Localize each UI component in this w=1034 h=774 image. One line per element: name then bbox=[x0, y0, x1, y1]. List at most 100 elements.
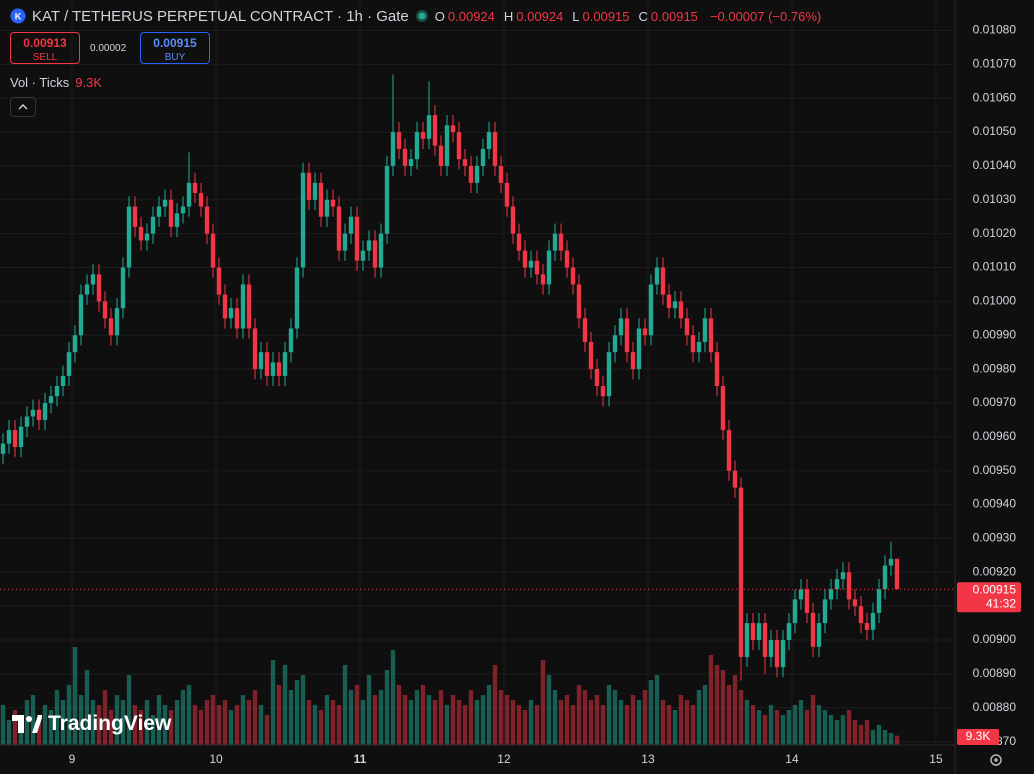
volume-bar bbox=[150, 715, 156, 745]
volume-bar bbox=[804, 710, 810, 745]
candle-body bbox=[522, 250, 528, 268]
y-tick-label: 0.01030 bbox=[973, 192, 1017, 206]
volume-bar bbox=[186, 685, 192, 745]
volume-bar bbox=[738, 690, 744, 745]
volume-bar bbox=[84, 670, 90, 745]
candle-body bbox=[318, 182, 324, 217]
candle-body bbox=[528, 260, 534, 268]
candle-body bbox=[564, 250, 570, 268]
candle-body bbox=[468, 165, 474, 183]
volume-bar bbox=[888, 733, 894, 745]
candle-body bbox=[276, 362, 282, 376]
volume-bar bbox=[516, 705, 522, 745]
settings-icon[interactable] bbox=[990, 754, 1002, 766]
volume-bar bbox=[336, 705, 342, 745]
chevron bbox=[18, 104, 28, 110]
x-tick-label: 9 bbox=[69, 752, 76, 766]
candle-body bbox=[882, 565, 888, 590]
volume-bar bbox=[702, 685, 708, 745]
volume-bar bbox=[348, 690, 354, 745]
volume-bar bbox=[306, 700, 312, 745]
candle-body bbox=[870, 612, 876, 630]
candle-body bbox=[306, 172, 312, 200]
volume-bar bbox=[636, 700, 642, 745]
volume-bar bbox=[606, 685, 612, 745]
candle-body bbox=[120, 267, 126, 309]
candle-body bbox=[774, 640, 780, 668]
candle-body bbox=[108, 318, 114, 336]
volume-bar bbox=[396, 685, 402, 745]
volume-bar bbox=[372, 695, 378, 745]
volume-bar bbox=[510, 700, 516, 745]
volume-bar bbox=[552, 690, 558, 745]
volume-bar bbox=[276, 685, 282, 745]
candle-body bbox=[408, 159, 414, 166]
candle-body bbox=[858, 606, 864, 624]
candle-body bbox=[348, 216, 354, 234]
candle-body bbox=[114, 308, 120, 336]
candle-body bbox=[264, 352, 270, 376]
candle-body bbox=[42, 402, 48, 420]
candle-body bbox=[738, 487, 744, 657]
candle-body bbox=[828, 589, 834, 600]
x-tick-label: 10 bbox=[209, 752, 223, 766]
volume-bar bbox=[282, 665, 288, 745]
volume-bar bbox=[102, 690, 108, 745]
candle-body bbox=[198, 193, 204, 207]
volume-bar bbox=[120, 700, 126, 745]
collapse-button[interactable] bbox=[10, 97, 36, 117]
buy-button[interactable]: 0.00915 BUY bbox=[140, 32, 210, 64]
candle-body bbox=[570, 267, 576, 285]
volume-bar bbox=[66, 685, 72, 745]
volume-bar bbox=[240, 695, 246, 745]
candle-body bbox=[582, 318, 588, 343]
candle-body bbox=[726, 430, 732, 471]
volume-bar bbox=[246, 700, 252, 745]
candle-body bbox=[180, 206, 186, 214]
volume-bar bbox=[108, 710, 114, 745]
candle-body bbox=[498, 165, 504, 183]
volume-bar bbox=[168, 710, 174, 745]
candle-body bbox=[288, 328, 294, 353]
y-tick-label: 0.00890 bbox=[973, 666, 1017, 680]
candle-body bbox=[780, 640, 786, 668]
candle-body bbox=[222, 294, 228, 319]
sell-price: 0.00913 bbox=[23, 36, 67, 50]
candle-body bbox=[372, 240, 378, 268]
volume-bar bbox=[882, 730, 888, 745]
volume-bar bbox=[96, 705, 102, 745]
volume-bar bbox=[828, 715, 834, 745]
volume-bar bbox=[498, 690, 504, 745]
volume-bar bbox=[324, 695, 330, 745]
volume-bar bbox=[132, 705, 138, 745]
volume-bar bbox=[234, 705, 240, 745]
candle-body bbox=[234, 308, 240, 329]
candle-body bbox=[330, 199, 336, 207]
chart-title: KAT / TETHERUS PERPETUAL CONTRACT · 1h ·… bbox=[32, 7, 409, 25]
sell-button[interactable]: 0.00913 SELL bbox=[10, 32, 80, 64]
candle-body bbox=[444, 125, 450, 166]
candle-body bbox=[768, 640, 774, 657]
volume-bar bbox=[0, 705, 6, 745]
candle-body bbox=[666, 294, 672, 309]
candle-body bbox=[654, 267, 660, 285]
candle-body bbox=[90, 274, 96, 285]
volume-bar bbox=[660, 700, 666, 745]
volume-bar bbox=[576, 685, 582, 745]
candle-body bbox=[492, 132, 498, 166]
volume-bar bbox=[732, 675, 738, 745]
candle-body bbox=[60, 375, 66, 387]
candle-body bbox=[144, 233, 150, 241]
volume-bar bbox=[366, 675, 372, 745]
x-tick-label: 12 bbox=[497, 752, 511, 766]
volume-bar bbox=[600, 705, 606, 745]
volume-bar bbox=[24, 700, 30, 745]
candle-body bbox=[48, 396, 54, 403]
volume-bar bbox=[54, 690, 60, 745]
candle-body bbox=[504, 182, 510, 207]
candle-body bbox=[684, 318, 690, 336]
volume-bar bbox=[540, 660, 546, 745]
candle-body bbox=[792, 599, 798, 624]
x-tick-label: 13 bbox=[641, 752, 655, 766]
candle-body bbox=[384, 165, 390, 234]
